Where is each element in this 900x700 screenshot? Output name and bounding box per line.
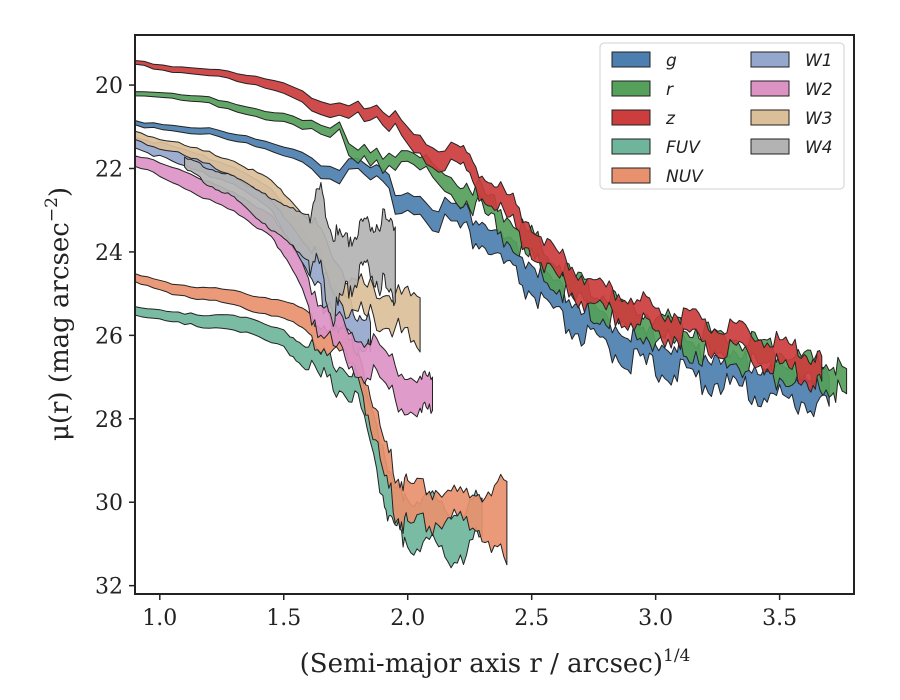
legend-label-w3: W3 (805, 109, 833, 129)
x-tick-label: 1.0 (142, 606, 177, 631)
legend-label-w2: W2 (805, 80, 833, 100)
legend-swatch-g (611, 51, 651, 68)
x-tick-label: 3.5 (762, 606, 797, 631)
y-tick-label: 24 (95, 241, 123, 266)
legend-label-fuv: FUV (666, 138, 701, 158)
y-axis: 20 22 24 26 28 30 32 (95, 74, 135, 600)
legend-swatch-w3 (750, 109, 790, 126)
legend-swatch-w1 (750, 51, 790, 68)
y-tick-label: 28 (95, 408, 123, 433)
x-tick-label: 1.5 (266, 606, 301, 631)
x-axis: 1.0 1.5 2.0 2.5 3.0 3.5 (142, 594, 797, 631)
y-tick-label: 20 (95, 74, 123, 99)
legend-label-w1: W1 (805, 51, 833, 71)
legend-swatch-z (611, 109, 651, 126)
legend-label-z: z (665, 109, 676, 129)
legend-swatch-w4 (750, 138, 790, 155)
x-tick-label: 2.0 (390, 606, 425, 631)
y-tick-label: 26 (95, 324, 123, 349)
legend-swatch-nuv (611, 167, 651, 184)
legend-label-g: g (666, 51, 677, 71)
series-bands (135, 60, 848, 569)
plot-frame (134, 34, 855, 595)
legend-swatch-fuv (611, 138, 651, 155)
x-tick-label: 2.5 (514, 606, 549, 631)
y-axis-label-tail: ) (45, 187, 75, 197)
legend-swatch-r (611, 80, 651, 97)
y-axis-label: μ(r) (mag arcsec−2) (42, 187, 75, 441)
y-tick-label: 22 (95, 157, 123, 182)
legend-swatch-w2 (750, 80, 790, 97)
y-tick-label: 30 (95, 491, 123, 516)
x-axis-label: (Semi-major axis r / arcsec)1/4 (300, 646, 691, 679)
y-axis-label-exponent: −2 (42, 197, 62, 222)
x-tick-label: 3.0 (638, 606, 673, 631)
x-axis-label-exponent: 1/4 (663, 646, 690, 666)
y-tick-label: 32 (95, 575, 123, 600)
band-w4 (184, 156, 396, 327)
legend-label-nuv: NUV (666, 167, 704, 187)
legend-label-w4: W4 (805, 138, 833, 158)
legend: grz FUV NUV W1 W2 W3 W4 (599, 42, 845, 190)
legend-label-r: r (666, 80, 674, 100)
band-z (135, 60, 823, 393)
